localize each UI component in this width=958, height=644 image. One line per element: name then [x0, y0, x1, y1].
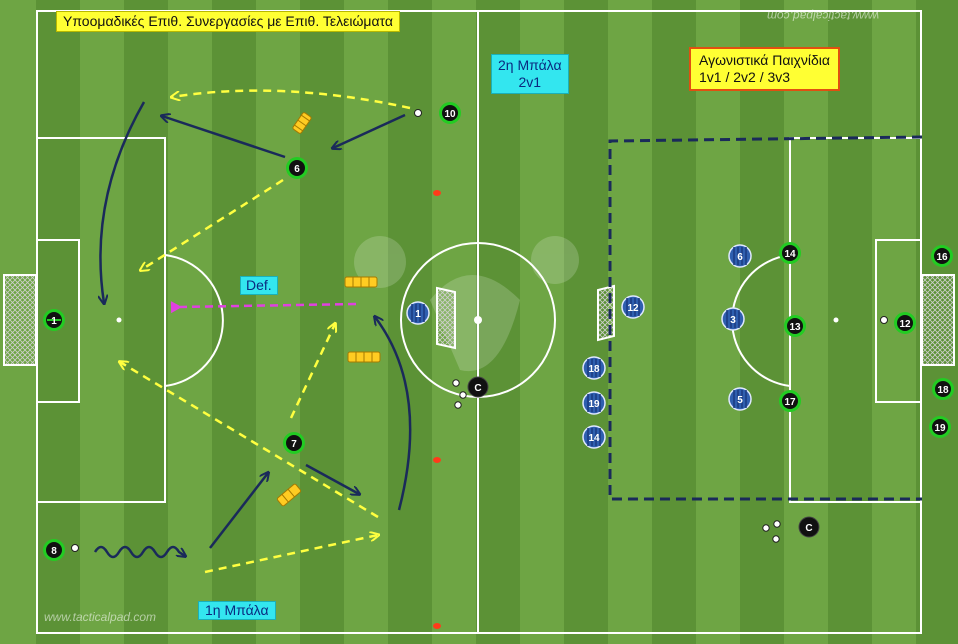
- games-line1: Αγωνιστικά Παιχνίδια: [699, 52, 830, 68]
- coach-token: C: [467, 376, 489, 398]
- svg-text:13: 13: [789, 322, 801, 333]
- left-goal: [3, 274, 37, 366]
- mini-goal-right-area: [597, 284, 615, 342]
- svg-text:6: 6: [737, 252, 743, 263]
- player-green: 16: [931, 245, 953, 267]
- player-blue: 18: [582, 356, 606, 380]
- svg-text:10: 10: [444, 109, 456, 120]
- defender-label: Def.: [240, 276, 278, 295]
- competitive-games-label: Αγωνιστικά Παιχνίδια 1v1 / 2v2 / 3v3: [689, 47, 840, 91]
- run-arrow: [333, 113, 406, 148]
- defender-arrow: [170, 301, 357, 314]
- mannequin-dummies: [276, 112, 381, 507]
- goalkeeper: 1: [43, 309, 65, 331]
- run-arrow: [209, 473, 268, 549]
- dribble-arrow: [93, 545, 185, 557]
- run-arrow: [375, 317, 412, 511]
- player-blue: 3: [721, 307, 745, 331]
- svg-text:19: 19: [588, 399, 600, 410]
- svg-text:14: 14: [784, 249, 796, 260]
- player-runs: [93, 101, 412, 557]
- left-penalty-spot: [116, 317, 122, 323]
- player-blue: 14: [582, 425, 606, 449]
- pass-arrow: [141, 178, 284, 270]
- player-green: 6: [286, 157, 308, 179]
- pass-arrow: [172, 89, 411, 110]
- second-ball-line1: 2η Μπάλα: [498, 57, 562, 73]
- run-arrow: [100, 101, 146, 303]
- svg-text:6: 6: [294, 164, 300, 175]
- svg-text:8: 8: [51, 546, 57, 557]
- svg-text:18: 18: [937, 385, 949, 396]
- second-ball-label: 2η Μπάλα 2v1: [491, 54, 569, 94]
- player-green: 12: [894, 312, 916, 334]
- pass-lines: [120, 89, 411, 574]
- run-arrow: [162, 116, 286, 159]
- svg-text:16: 16: [936, 252, 948, 263]
- svg-text:1: 1: [415, 309, 421, 320]
- coach-token: C: [798, 516, 820, 538]
- svg-text:19: 19: [934, 423, 946, 434]
- svg-text:14: 14: [588, 433, 600, 444]
- svg-text:7: 7: [291, 439, 297, 450]
- pass-arrow: [289, 324, 335, 419]
- watermark-bottom: www.tacticalpad.com: [44, 610, 157, 624]
- cone-markers: [433, 190, 441, 629]
- players: 10 6 7 8 14 13 17 12 16 18 19 1 12 6 3 5 18 19 14 C C 1: [43, 102, 954, 561]
- svg-text:5: 5: [737, 395, 743, 406]
- games-line2: 1v1 / 2v2 / 3v3: [699, 69, 791, 85]
- player-green: 14: [779, 242, 801, 264]
- player-blue: 12: [621, 295, 645, 319]
- right-penalty-spot: [833, 317, 839, 323]
- player-blue: 1: [406, 301, 430, 325]
- player-green: 8: [43, 539, 65, 561]
- run-arrow: [305, 463, 359, 494]
- balls: [71, 109, 888, 552]
- player-blue: 6: [728, 244, 752, 268]
- svg-text:17: 17: [784, 397, 796, 408]
- title-label: Υποομαδικές Επιθ. Συνεργασίες με Επιθ. Τ…: [56, 11, 400, 32]
- svg-text:18: 18: [588, 364, 600, 375]
- right-goal: [921, 274, 955, 366]
- player-green: 19: [929, 416, 951, 438]
- center-spot: [474, 316, 482, 324]
- player-green: 18: [932, 378, 954, 400]
- player-green: 13: [784, 315, 806, 337]
- svg-text:C: C: [474, 383, 481, 394]
- player-green: 7: [283, 432, 305, 454]
- player-green: 17: [779, 390, 801, 412]
- player-green: 10: [439, 102, 461, 124]
- player-blue: 5: [728, 387, 752, 411]
- pass-arrow: [204, 535, 378, 574]
- svg-text:3: 3: [730, 315, 736, 326]
- svg-text:12: 12: [899, 319, 911, 330]
- mini-goal-center: [436, 286, 456, 350]
- second-ball-line2: 2v1: [518, 74, 542, 90]
- svg-text:C: C: [805, 523, 812, 534]
- svg-text:1: 1: [51, 316, 57, 327]
- watermark-top: www.tacticalpad.com: [767, 9, 880, 23]
- first-ball-label: 1η Μπάλα: [198, 601, 276, 620]
- player-blue: 19: [582, 391, 606, 415]
- svg-text:12: 12: [627, 303, 639, 314]
